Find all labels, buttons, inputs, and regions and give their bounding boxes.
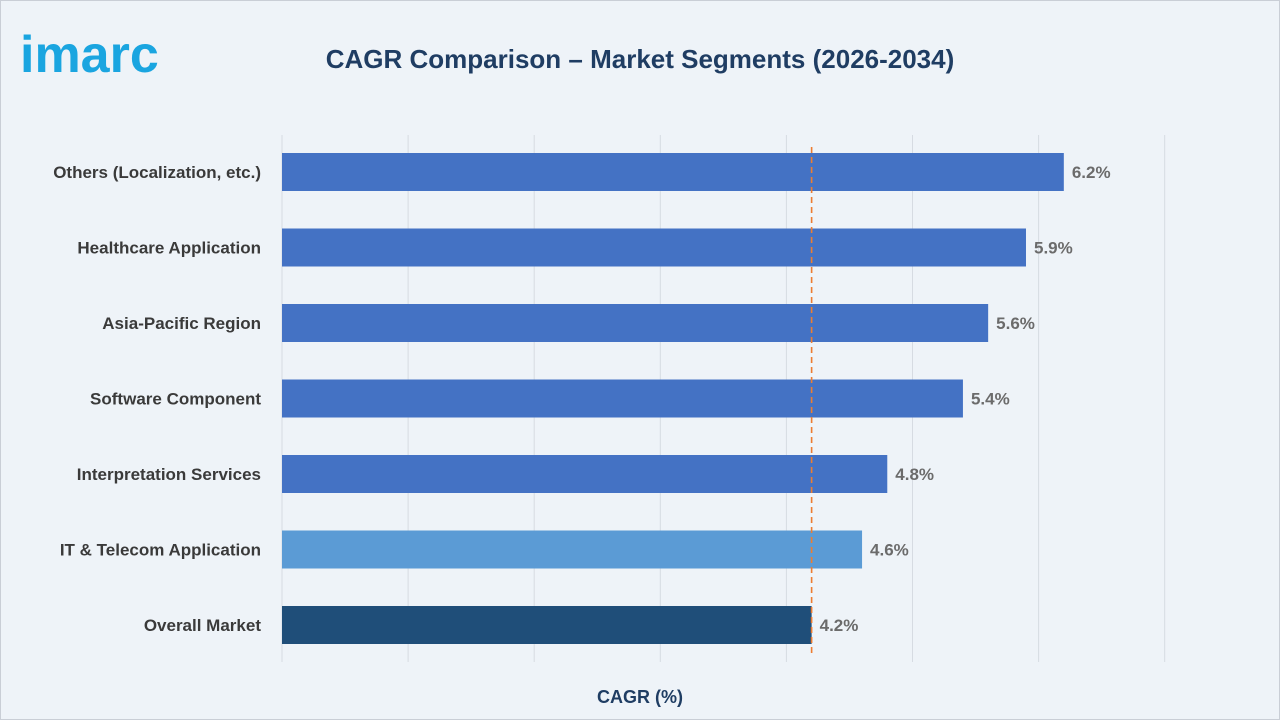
category-label: Overall Market: [144, 616, 262, 635]
bar: [282, 228, 1026, 267]
category-label: Interpretation Services: [77, 465, 261, 484]
data-label: 4.8%: [895, 465, 934, 484]
x-axis-label: CAGR (%): [597, 687, 683, 707]
bar: [282, 153, 1064, 191]
bar: [282, 530, 863, 569]
chart-title: CAGR Comparison – Market Segments (2026-…: [0, 44, 1280, 75]
imarc-logo-mark: imarc: [20, 26, 159, 84]
data-label: 5.9%: [1034, 239, 1073, 258]
category-label: Healthcare Application: [77, 239, 261, 258]
chart-title-text: CAGR Comparison – Market Segments (2026-…: [325, 44, 955, 74]
category-label: Software Component: [90, 390, 261, 409]
imarc-logo: imarc: [20, 22, 205, 92]
data-label: 6.2%: [1072, 163, 1111, 182]
data-label: 4.6%: [870, 541, 909, 560]
bar: [282, 379, 963, 418]
bar: [282, 304, 989, 342]
category-label: Others (Localization, etc.): [53, 163, 261, 182]
data-label: 5.6%: [996, 314, 1035, 333]
logo-text: imarc: [20, 26, 159, 84]
data-label: 4.2%: [820, 616, 859, 635]
bar: [282, 606, 812, 644]
bar: [282, 455, 888, 493]
category-label: Asia-Pacific Region: [102, 314, 261, 333]
category-label: IT & Telecom Application: [60, 541, 261, 560]
labels: Others (Localization, etc.) 6.2% Healthcar…: [53, 163, 1110, 635]
bars: [282, 153, 1064, 644]
data-label: 5.4%: [971, 390, 1010, 409]
